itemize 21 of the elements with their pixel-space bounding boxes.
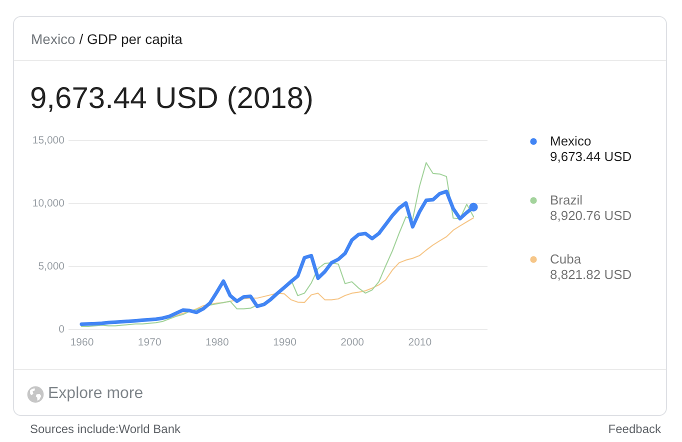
legend-label: Cuba <box>550 252 582 266</box>
y-tick-label: 0 <box>58 324 65 336</box>
y-tick-label: 5,000 <box>38 260 65 272</box>
y-tick-label: 10,000 <box>32 198 65 210</box>
x-tick-label: 2010 <box>408 336 432 348</box>
text: Feedback <box>608 422 661 436</box>
text: Explore more <box>48 385 144 402</box>
source-note: Sources include:World Bank <box>30 422 181 436</box>
legend-label: Brazil <box>550 192 583 208</box>
x-tick-label: 1990 <box>273 336 297 348</box>
text: 8,920.76 USD <box>550 208 632 222</box>
y-tick-label: 15,000 <box>32 134 65 146</box>
x-tick-label: 1970 <box>138 336 162 348</box>
x-tick-label: 1980 <box>206 336 230 348</box>
chart-title: Mexico / GDP per capita <box>31 31 182 47</box>
chart-subtitle: 9,673.44 USD (2018) <box>30 82 314 115</box>
legend-label: Mexico <box>550 134 592 148</box>
x-tick-label: 2000 <box>340 336 364 348</box>
x-tick-label: 1960 <box>70 336 94 348</box>
text: 9,673.44 USD <box>550 148 632 164</box>
text: 8,821.82 USD <box>550 266 632 282</box>
